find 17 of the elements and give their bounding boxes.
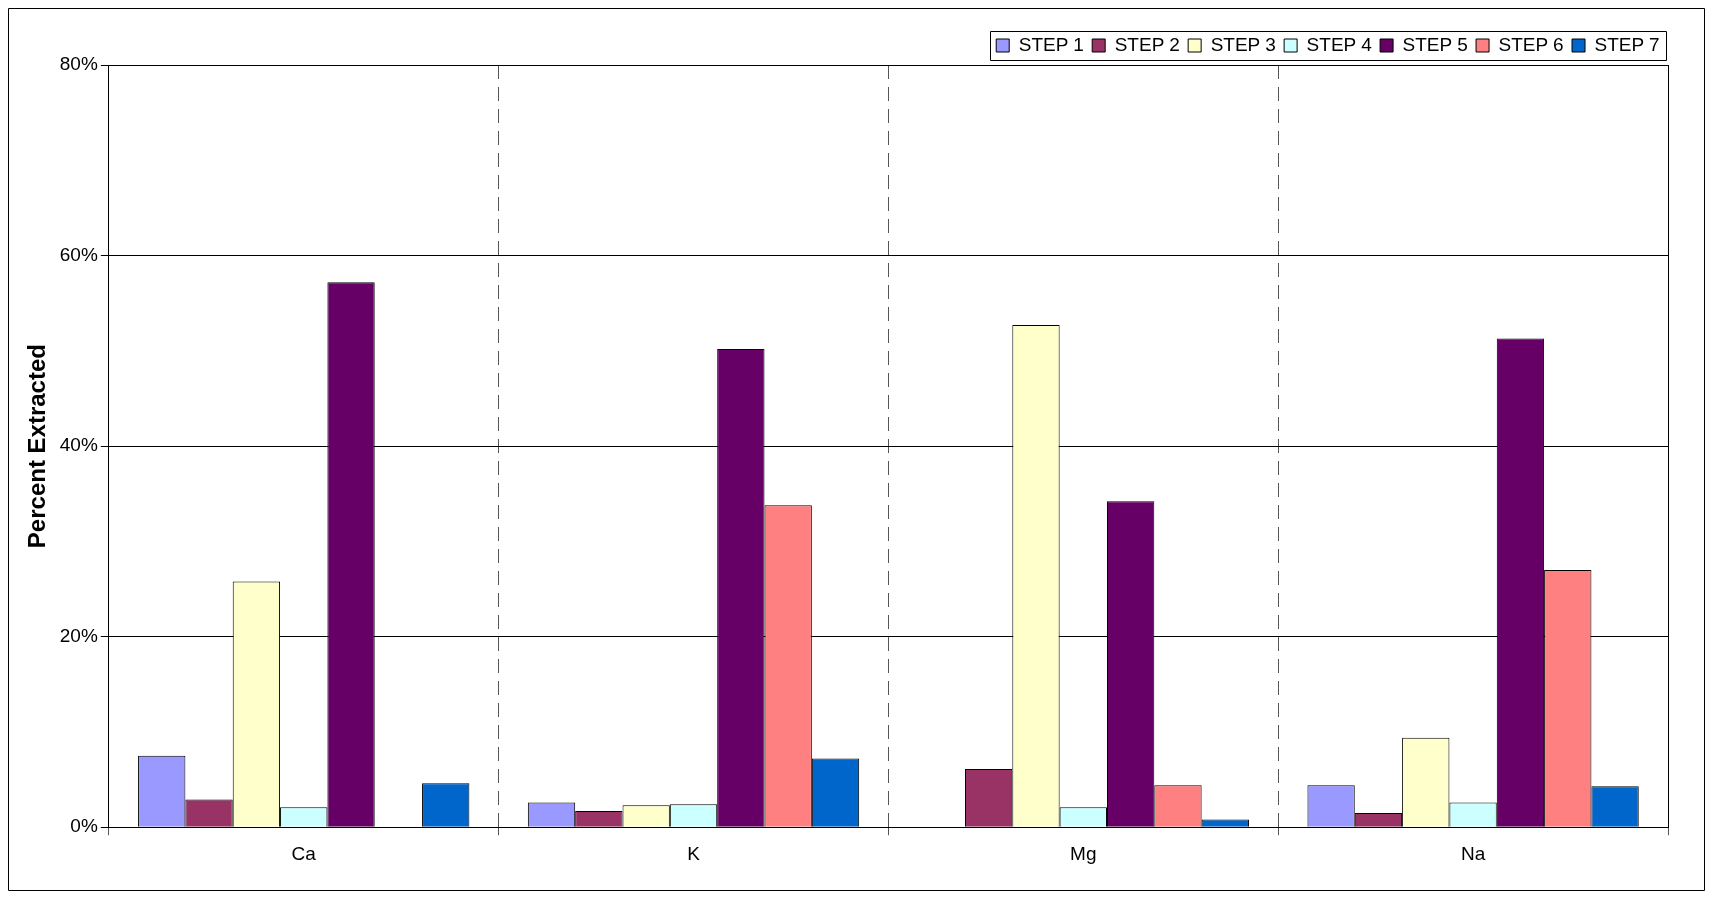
x-tick-label: K [687, 842, 701, 864]
legend-label: STEP 2 [1114, 33, 1180, 55]
y-tick-label: 20% [59, 624, 98, 646]
y-tick-label: 0% [70, 815, 98, 837]
x-tick-label: Na [1460, 842, 1486, 864]
legend-label: STEP 6 [1498, 33, 1564, 55]
y-tick-label: 40% [59, 434, 98, 456]
y-axis-title: Percent Extracted [23, 344, 51, 549]
x-tick-label: Ca [291, 842, 317, 864]
legend-label: STEP 3 [1210, 33, 1276, 55]
x-tick-label: Mg [1070, 842, 1097, 864]
y-tick-label: 80% [59, 53, 98, 75]
y-tick-label: 60% [59, 243, 98, 265]
legend-label: STEP 4 [1306, 33, 1373, 55]
legend-label: STEP 1 [1018, 33, 1084, 55]
legend-label: STEP 5 [1402, 33, 1468, 55]
legend-label: STEP 7 [1594, 33, 1660, 55]
